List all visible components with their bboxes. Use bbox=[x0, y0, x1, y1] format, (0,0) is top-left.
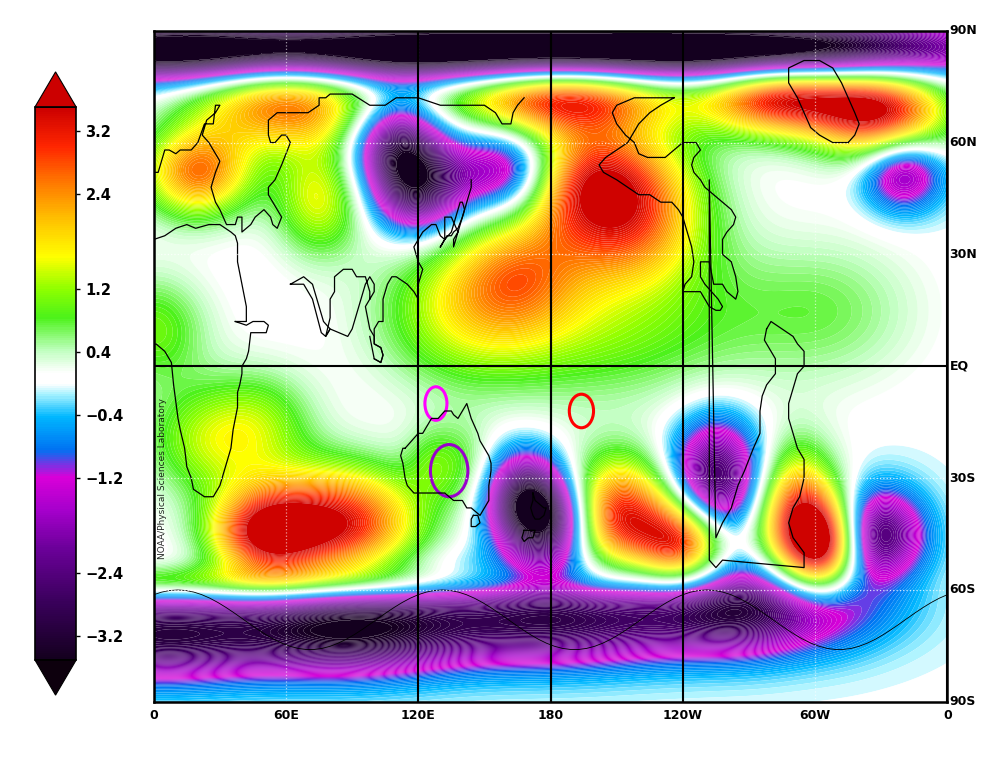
Text: 30N: 30N bbox=[949, 248, 977, 261]
Text: 0: 0 bbox=[943, 709, 951, 723]
Text: 90S: 90S bbox=[949, 696, 976, 708]
Text: 120W: 120W bbox=[663, 709, 702, 723]
Text: 30S: 30S bbox=[949, 472, 976, 485]
Polygon shape bbox=[35, 72, 76, 107]
Polygon shape bbox=[35, 660, 76, 695]
Text: 60W: 60W bbox=[800, 709, 830, 723]
Text: EQ: EQ bbox=[949, 360, 969, 373]
Text: 0: 0 bbox=[150, 709, 158, 723]
Text: 60N: 60N bbox=[949, 136, 977, 149]
Text: 120E: 120E bbox=[401, 709, 435, 723]
Text: NOAA/Physical Sciences Laboratory: NOAA/Physical Sciences Laboratory bbox=[158, 397, 168, 558]
Text: 60S: 60S bbox=[949, 584, 976, 597]
Text: 60E: 60E bbox=[273, 709, 299, 723]
Text: 180: 180 bbox=[538, 709, 563, 723]
Text: 90N: 90N bbox=[949, 25, 977, 37]
